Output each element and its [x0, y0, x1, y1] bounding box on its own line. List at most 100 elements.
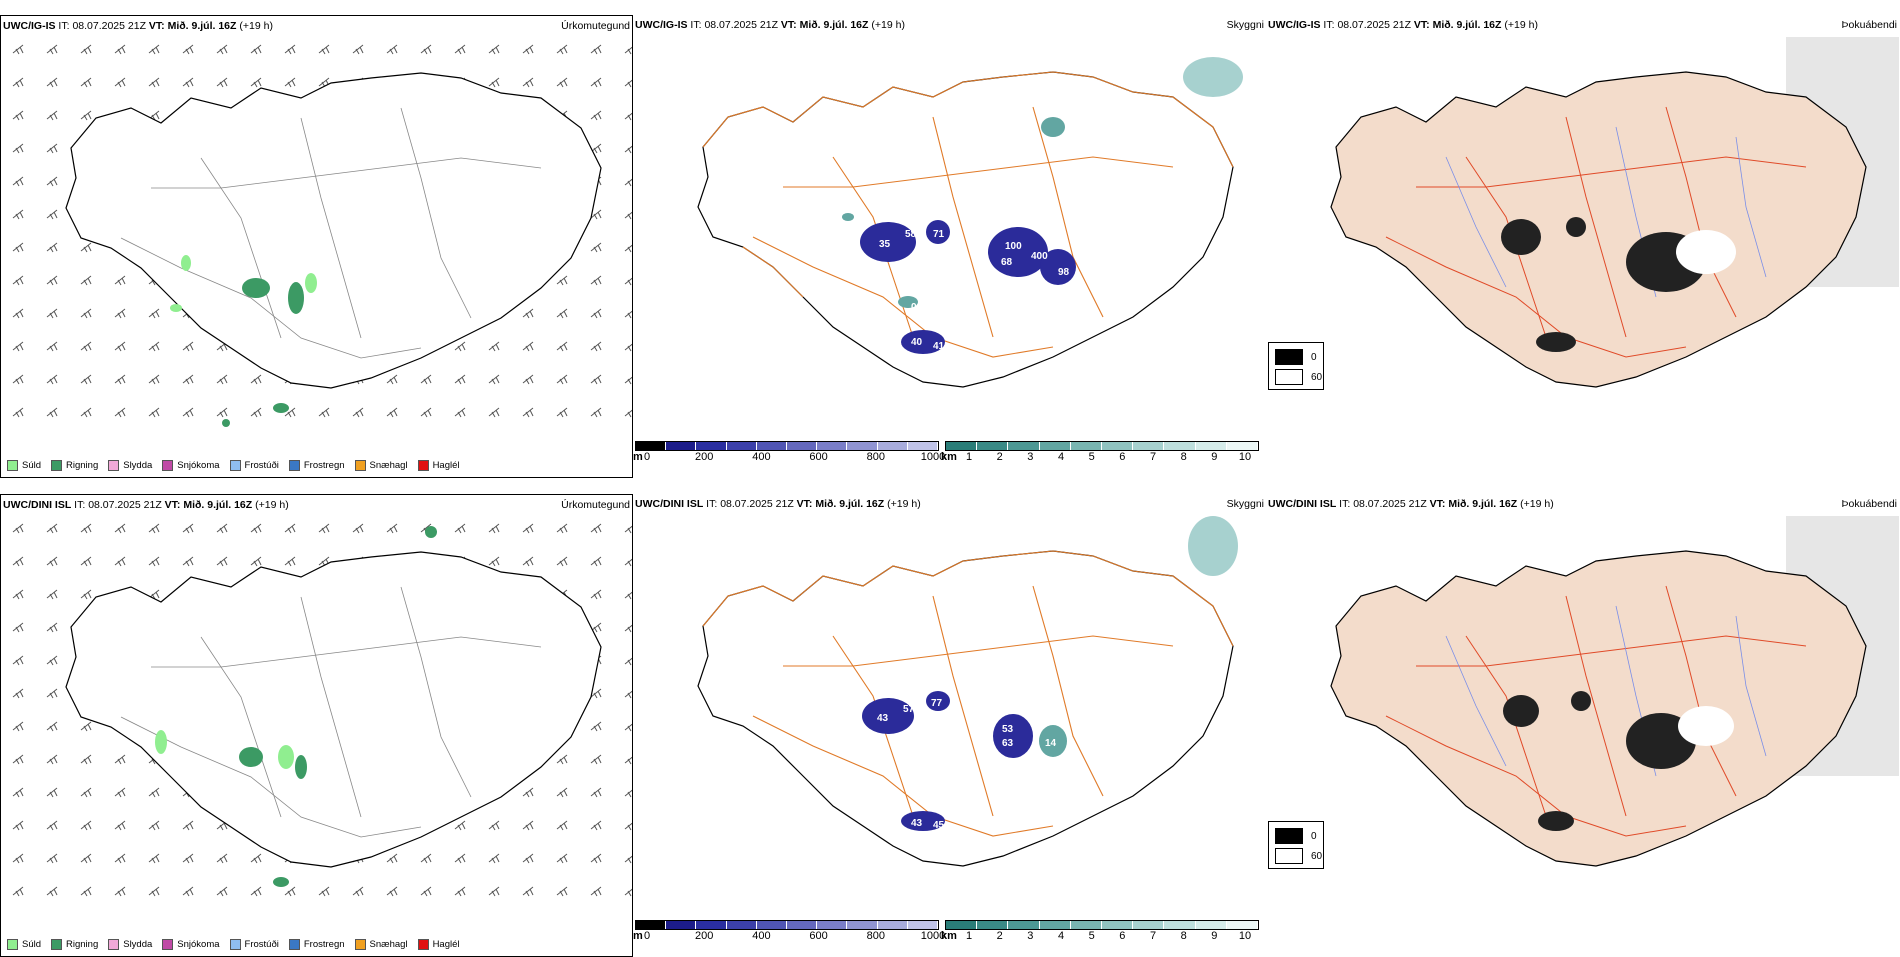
- wind-barb-icon: [12, 523, 24, 534]
- wind-barb-icon: [420, 853, 432, 864]
- wind-barb-icon: [148, 374, 160, 385]
- wind-barb-icon: [114, 556, 126, 567]
- visibility-tick-label: 5: [1088, 451, 1095, 463]
- fog-map: [1330, 516, 1899, 867]
- legend-label: Snjókoma: [177, 460, 220, 471]
- value-label: 63: [1002, 738, 1014, 749]
- value-label: 400: [1031, 251, 1048, 262]
- wind-barb-icon: [148, 44, 160, 55]
- wind-barb-icon: [386, 44, 398, 55]
- wind-barb-icon: [624, 244, 632, 253]
- fog-panel-row2: UWC/DINI ISL IT: 08.07.2025 21Z VT: Mið.…: [1266, 494, 1899, 957]
- visibility-map: 35 58 71 10 100 68 400 98 06 40 41: [697, 57, 1243, 388]
- value-label: 71: [933, 229, 945, 240]
- wind-barb-icon: [590, 77, 602, 88]
- value-label: 43: [911, 818, 923, 829]
- wind-barb-icon: [522, 886, 534, 897]
- wind-barb-icon: [590, 275, 602, 286]
- value-label: 35: [879, 239, 891, 250]
- legend-swatch: [162, 460, 174, 471]
- wind-barb-icon: [12, 556, 24, 567]
- wind-barb-icon: [522, 407, 534, 418]
- wind-barb-icon: [182, 556, 194, 567]
- wind-barb-icon: [216, 886, 228, 897]
- wind-barb-icon: [80, 242, 92, 253]
- visibility-tick-label: 3: [1027, 930, 1034, 942]
- wind-barb-icon: [12, 655, 24, 666]
- wind-barb-icon: [556, 820, 568, 831]
- wind-barb-icon: [148, 407, 160, 418]
- wind-barb-icon: [284, 556, 296, 567]
- visibility-tick-label: 7: [1149, 451, 1157, 463]
- wind-barb-icon: [46, 688, 58, 699]
- legend-label: Slydda: [123, 939, 153, 950]
- wind-barb-icon: [590, 209, 602, 220]
- height-tick-label: 1000: [920, 451, 946, 463]
- visibility-unit: km: [941, 451, 957, 463]
- wind-barb-icon: [624, 112, 632, 121]
- wind-barb-icon: [114, 787, 126, 798]
- height-tick-label: 800: [866, 451, 885, 463]
- wind-barb-icon: [114, 523, 126, 534]
- wind-barb-icon: [12, 721, 24, 732]
- wind-barb-icon: [556, 886, 568, 897]
- wind-barb-icon: [454, 341, 466, 352]
- visibility-tick-label: 9: [1211, 930, 1218, 942]
- wind-barb-icon: [148, 787, 160, 798]
- panel-title: Skyggni: [1226, 498, 1264, 510]
- value-label: 43: [877, 713, 889, 724]
- wind-barb-icon: [590, 886, 602, 897]
- wind-barb-icon: [12, 77, 24, 88]
- value-label: 57: [903, 704, 915, 715]
- precip-legend-item: Rigning: [51, 460, 98, 471]
- wind-barb-icon: [624, 145, 632, 154]
- wind-barb-icon: [46, 209, 58, 220]
- wind-barb-icon: [148, 886, 160, 897]
- wind-barb-icon: [522, 374, 534, 385]
- wind-barb-icon: [182, 341, 194, 352]
- visibility-tick-label: 2: [996, 451, 1003, 463]
- wind-barb-icon: [522, 77, 534, 88]
- value-label: 98: [1058, 267, 1070, 278]
- fog-swatch: [1275, 848, 1303, 864]
- legend-swatch: [288, 939, 300, 950]
- legend-swatch: [417, 460, 429, 471]
- wind-barb-icon: [318, 886, 330, 897]
- wind-barb-icon: [284, 44, 296, 55]
- wind-barb-icon: [556, 787, 568, 798]
- height-tick-label: 600: [809, 451, 828, 463]
- fog-legend: 0 60: [1268, 342, 1324, 390]
- fog-legend-label: 0: [1311, 351, 1317, 363]
- panel-header: UWC/DINI ISL IT: 08.07.2025 21Z VT: Mið.…: [3, 499, 289, 511]
- wind-barb-icon: [556, 308, 568, 319]
- wind-barb-icon: [318, 407, 330, 418]
- wind-barb-icon: [624, 277, 632, 286]
- fog-legend-label: 60: [1311, 371, 1323, 383]
- wind-barb-icon: [624, 822, 632, 831]
- value-label: 14: [1045, 738, 1057, 749]
- wind-barb-icon: [488, 374, 500, 385]
- precip-legend-item: Frostregn: [288, 460, 345, 471]
- wind-barb-icon: [46, 556, 58, 567]
- wind-barb-icon: [114, 754, 126, 765]
- wind-barb-icon: [284, 523, 296, 534]
- wind-barb-icon: [386, 407, 398, 418]
- wind-barb-icon: [182, 820, 194, 831]
- wind-barb-icon: [624, 756, 632, 765]
- wind-barb-icon: [12, 242, 24, 253]
- wind-barb-icon: [216, 407, 228, 418]
- legend-label: Frostúði: [244, 460, 279, 471]
- legend-swatch: [7, 460, 18, 471]
- value-label: 68: [1001, 257, 1013, 268]
- wind-barb-icon: [216, 374, 228, 385]
- wind-barb-icon: [590, 754, 602, 765]
- value-label: 40: [911, 337, 923, 348]
- wind-barb-icon: [12, 787, 24, 798]
- legend-swatch: [229, 460, 241, 471]
- wind-barb-icon: [80, 721, 92, 732]
- visibility-colorbar: [945, 441, 1259, 451]
- wind-barb-icon: [12, 176, 24, 187]
- wind-barb-icon: [454, 407, 466, 418]
- wind-barb-icon: [80, 853, 92, 864]
- precip-legend-item: Snjókoma: [162, 939, 220, 950]
